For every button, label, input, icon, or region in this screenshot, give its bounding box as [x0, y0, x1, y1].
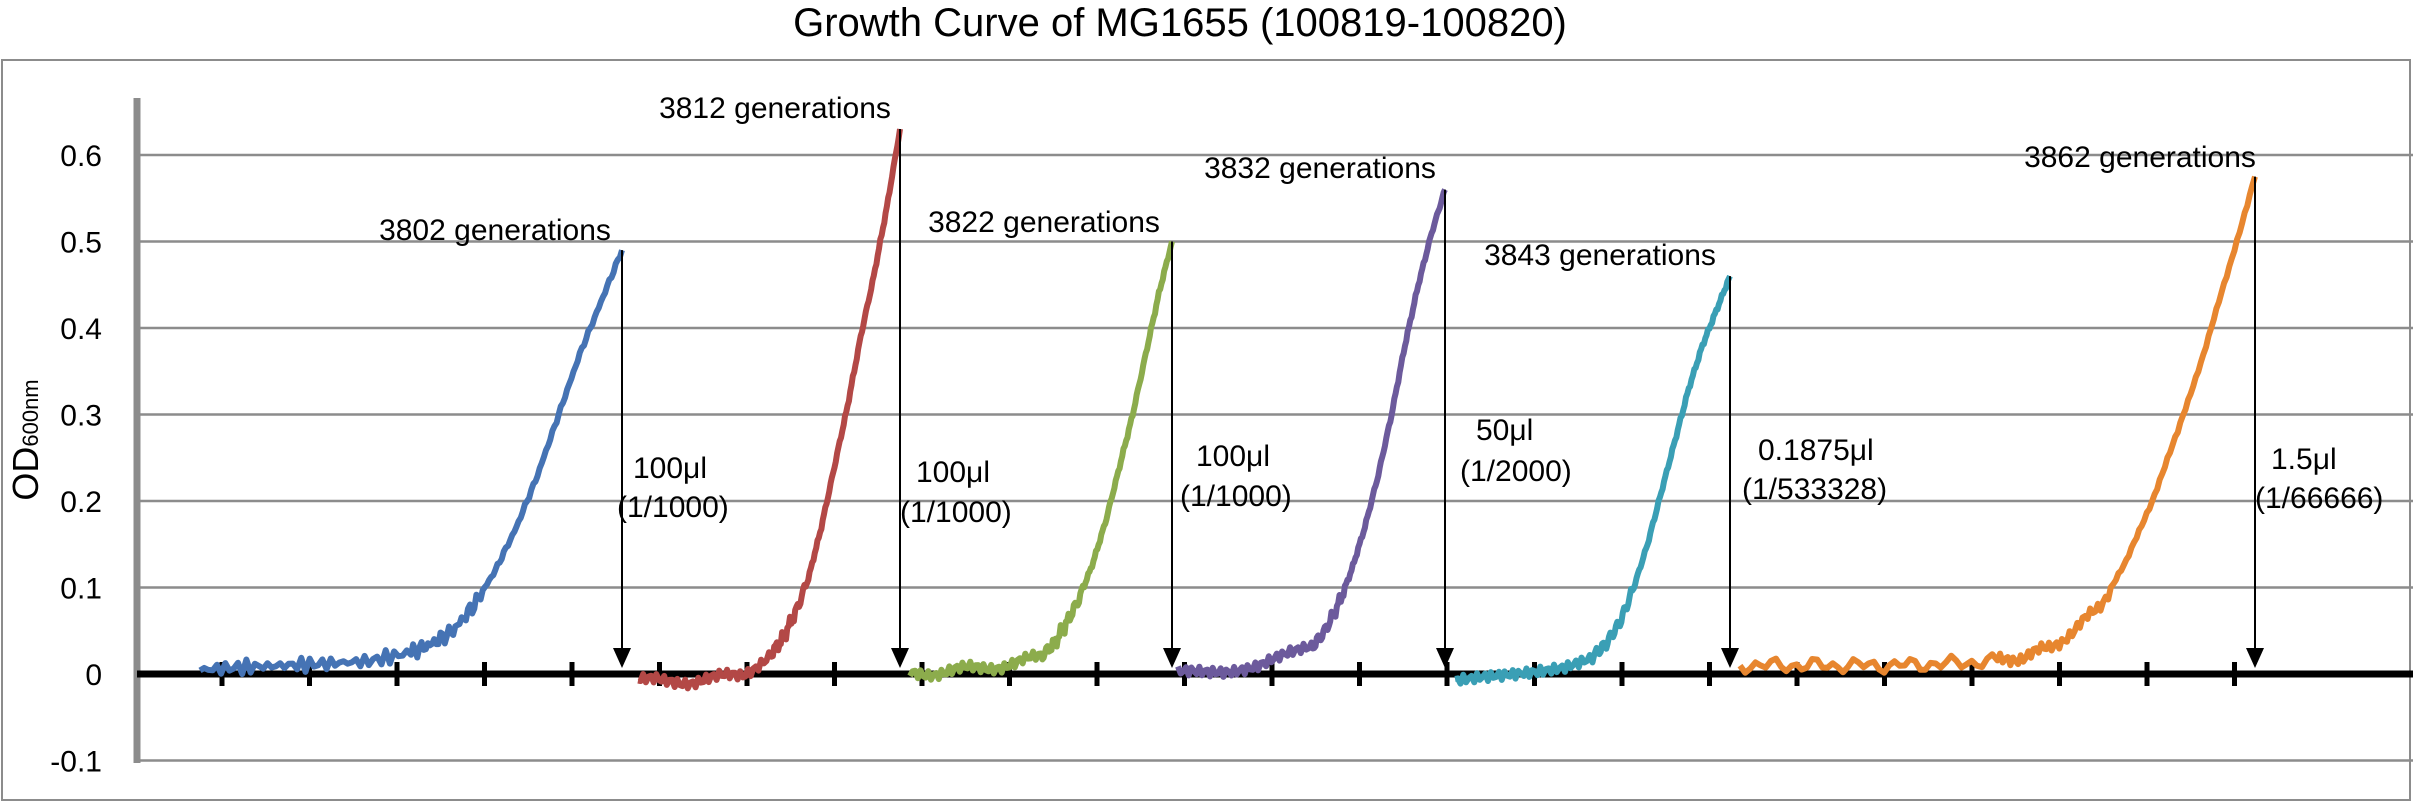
series-line	[198, 249, 625, 678]
dilution-annotation: (1/1000)	[900, 496, 1012, 529]
dilution-annotation: (1/1000)	[1180, 480, 1292, 513]
y-tick-label: 0.2	[60, 486, 102, 519]
arrow-head	[1436, 648, 1454, 668]
arrow-head	[2246, 648, 2264, 668]
y-axis-tick-labels: -0.1 0 0.1 0.2 0.3 0.4 0.5 0.6	[50, 140, 102, 779]
series-line	[1737, 175, 2258, 676]
dilution-annotation: 100μl	[633, 452, 707, 485]
dilution-annotation: (1/1000)	[617, 491, 729, 524]
dilution-annotation: 100μl	[1196, 440, 1270, 473]
y-tick-label: 0	[85, 659, 102, 692]
y-tick-label: 0.6	[60, 140, 102, 173]
dilution-annotation: (1/533328)	[1742, 473, 1887, 506]
generation-label: 3822 generations	[928, 206, 1160, 239]
series-line	[1454, 274, 1733, 687]
generation-label: 3802 generations	[379, 214, 611, 247]
dilution-annotation: 1.5μl	[2271, 443, 2337, 476]
arrow-head	[1721, 648, 1739, 668]
series-group: 3802 generations 100μl (1/1000) 3812 genera…	[198, 92, 2383, 692]
dilution-annotation: 50μl	[1476, 414, 1533, 447]
series-line	[907, 240, 1175, 683]
generation-label: 3843 generations	[1484, 239, 1716, 272]
y-tick-label: -0.1	[50, 746, 102, 779]
arrow-head	[891, 648, 909, 668]
generation-label: 3812 generations	[659, 92, 891, 125]
generation-label: 3862 generations	[2024, 141, 2256, 174]
y-axis-label: OD600nm	[5, 379, 46, 500]
dilution-annotation: (1/66666)	[2255, 482, 2383, 515]
arrow-head	[1163, 648, 1181, 668]
y-tick-label: 0.3	[60, 400, 102, 433]
plot-area-frame	[1, 59, 2411, 801]
dilution-annotation: 100μl	[916, 456, 990, 489]
y-tick-label: 0.1	[60, 573, 102, 606]
generation-label: 3832 generations	[1204, 152, 1436, 185]
series-line	[637, 128, 903, 692]
dilution-annotation: 0.1875μl	[1758, 434, 1874, 467]
series-line	[1175, 188, 1448, 680]
gridlines	[137, 153, 2413, 762]
zero-line-ticks	[219, 662, 2237, 686]
chart-title: Growth Curve of MG1655 (100819-100820)	[793, 1, 1567, 45]
y-tick-label: 0.5	[60, 227, 102, 260]
dilution-annotation: (1/2000)	[1460, 455, 1572, 488]
y-tick-label: 0.4	[60, 313, 102, 346]
arrow-head	[613, 648, 631, 668]
